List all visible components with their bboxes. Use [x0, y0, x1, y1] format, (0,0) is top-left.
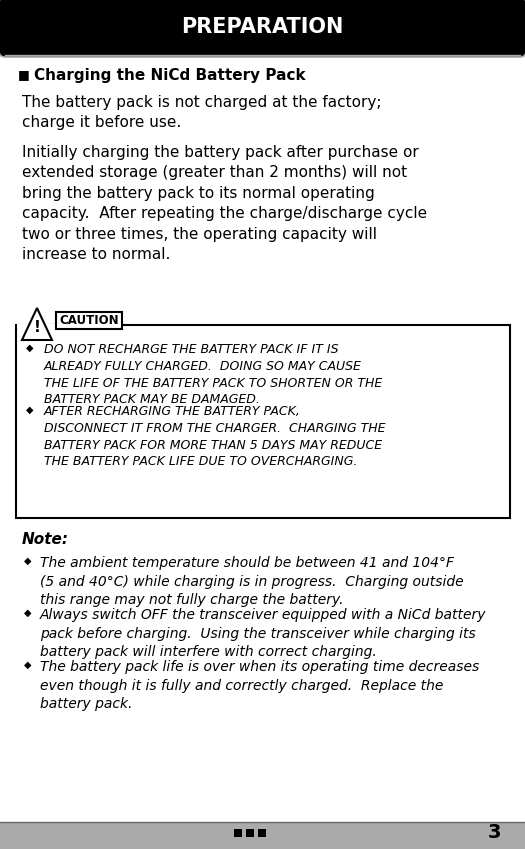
Text: Always switch OFF the transceiver equipped with a NiCd battery
pack before charg: Always switch OFF the transceiver equipp… — [40, 608, 487, 659]
Text: The battery pack life is over when its operating time decreases
even though it i: The battery pack life is over when its o… — [40, 660, 479, 711]
Text: DO NOT RECHARGE THE BATTERY PACK IF IT IS
ALREADY FULLY CHARGED.  DOING SO MAY C: DO NOT RECHARGE THE BATTERY PACK IF IT I… — [44, 343, 382, 407]
Bar — [56, 312, 122, 329]
Text: ◆: ◆ — [24, 608, 32, 618]
FancyBboxPatch shape — [0, 0, 525, 57]
Text: ◆: ◆ — [26, 343, 34, 353]
Text: ◆: ◆ — [24, 556, 32, 566]
Text: ◆: ◆ — [24, 660, 32, 670]
Text: Note:: Note: — [22, 532, 69, 547]
Bar — [0, 822, 525, 849]
Bar — [258, 829, 266, 837]
Text: CAUTION: CAUTION — [59, 314, 119, 327]
Text: !: ! — [34, 320, 40, 335]
Text: ◆: ◆ — [26, 405, 34, 415]
Text: The battery pack is not charged at the factory;
charge it before use.: The battery pack is not charged at the f… — [22, 95, 382, 131]
Text: PREPARATION: PREPARATION — [181, 17, 343, 37]
Bar — [17, 324, 122, 327]
Bar — [246, 829, 254, 837]
Bar — [16, 325, 510, 518]
Text: The ambient temperature should be between 41 and 104°F
(5 and 40°C) while chargi: The ambient temperature should be betwee… — [40, 556, 464, 607]
Text: Initially charging the battery pack after purchase or
extended storage (greater : Initially charging the battery pack afte… — [22, 145, 427, 262]
Text: Charging the NiCd Battery Pack: Charging the NiCd Battery Pack — [34, 68, 306, 83]
Text: 3: 3 — [487, 824, 501, 842]
Bar — [234, 829, 242, 837]
Text: ■: ■ — [18, 68, 30, 81]
Text: AFTER RECHARGING THE BATTERY PACK,
DISCONNECT IT FROM THE CHARGER.  CHARGING THE: AFTER RECHARGING THE BATTERY PACK, DISCO… — [44, 405, 385, 469]
Polygon shape — [22, 308, 52, 340]
